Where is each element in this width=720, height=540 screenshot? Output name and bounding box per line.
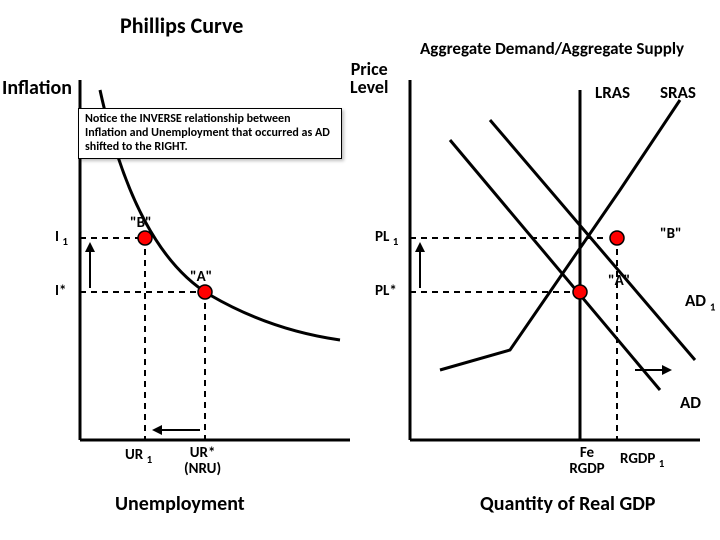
sras-label: SRAS bbox=[660, 82, 696, 103]
note-box: Notice the INVERSE relationship between … bbox=[78, 108, 342, 159]
adas-chart bbox=[380, 60, 720, 480]
point-a-label-right: "A" bbox=[608, 272, 630, 290]
pl1-label: PL 1 bbox=[375, 228, 398, 248]
qty-real-gdp-axis-label: Quantity of Real GDP bbox=[480, 492, 655, 516]
istar-label: I* bbox=[55, 282, 66, 300]
ad1-label: AD 1 bbox=[685, 290, 715, 313]
phillips-title: Phillips Curve bbox=[120, 12, 243, 39]
point-b-label-right: "B" bbox=[660, 225, 682, 243]
plstar-label: PL* bbox=[375, 282, 397, 300]
ur1-label: UR 1 bbox=[125, 446, 152, 466]
unemployment-axis-label: Unemployment bbox=[115, 492, 245, 516]
rgdp1-label: RGDP 1 bbox=[620, 450, 664, 470]
fe-rgdp-label: Fe RGDP bbox=[562, 446, 612, 478]
i1-label: I 1 bbox=[55, 228, 68, 248]
urstar-label: UR*(NRU) bbox=[184, 446, 221, 478]
point-b-label-left: "B" bbox=[130, 214, 152, 232]
ad-label: AD bbox=[680, 392, 701, 413]
adas-title: Aggregate Demand/Aggregate Supply bbox=[420, 38, 684, 59]
lras-label: LRAS bbox=[595, 82, 630, 103]
point-a-label-left: "A" bbox=[190, 268, 212, 286]
